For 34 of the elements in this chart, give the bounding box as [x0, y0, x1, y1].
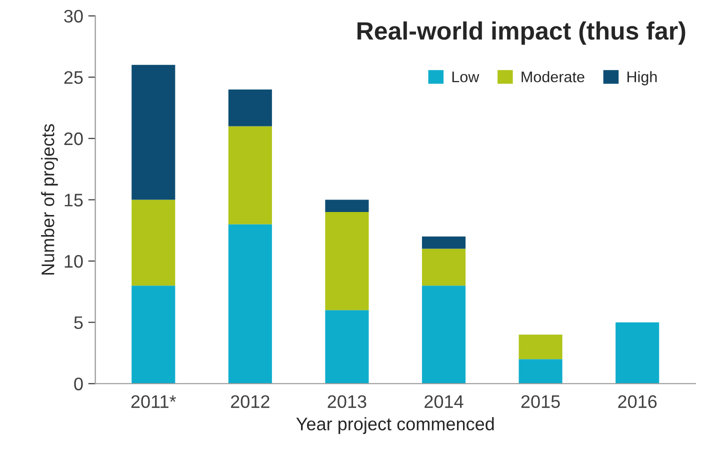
y-tick-label: 15 [64, 194, 83, 206]
bar [616, 322, 660, 384]
x-tick-label: 2016 [618, 395, 657, 408]
bar [325, 200, 369, 212]
bar [132, 200, 176, 286]
bar [132, 286, 176, 384]
bar [228, 89, 272, 126]
x-tick-label: 2013 [328, 395, 366, 408]
bar [422, 248, 466, 286]
x-tick-label: 2012 [231, 395, 270, 408]
bar [228, 224, 272, 384]
x-axis-title: Year project commenced [296, 417, 494, 434]
x-tick-label: 2015 [521, 395, 560, 408]
legend-label: Moderate [522, 71, 584, 82]
legend-label: Low [452, 72, 480, 82]
bar [325, 310, 369, 384]
y-tick-label: 0 [74, 378, 83, 390]
x-tick-label: 2011* [131, 395, 176, 408]
bar [325, 212, 369, 310]
bar [518, 334, 562, 360]
x-tick-label: 2014 [424, 395, 464, 408]
bar [422, 236, 466, 249]
bar [422, 286, 466, 384]
bar [228, 126, 272, 224]
y-tick-label: 30 [64, 10, 83, 23]
chart-title: Real-world impact (thus far) [358, 21, 686, 45]
y-tick-label: 5 [74, 316, 83, 330]
y-tick-label: 10 [64, 254, 83, 268]
legend-label: High [627, 71, 657, 86]
bar [518, 359, 562, 384]
bar [132, 64, 176, 200]
y-tick-label: 25 [64, 71, 83, 84]
y-tick-label: 20 [64, 132, 83, 146]
y-axis-title: Number of projects [41, 124, 58, 275]
